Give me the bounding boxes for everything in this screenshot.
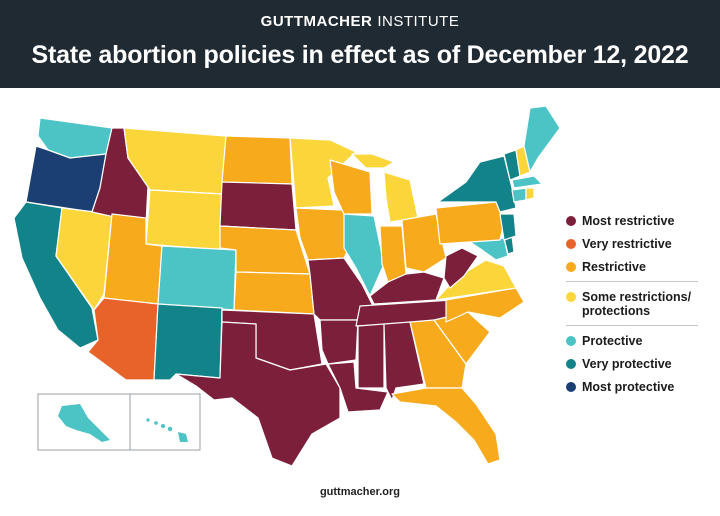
legend-swatch — [566, 292, 576, 302]
state-new-jersey — [499, 213, 517, 241]
state-arkansas — [319, 319, 359, 365]
legend-divider — [566, 325, 698, 326]
state-alaska — [58, 404, 110, 442]
state-louisiana — [327, 361, 389, 413]
us-map — [0, 88, 720, 516]
legend-item-some-restrictions: Some restrictions/ protections — [566, 290, 716, 318]
hawaii-inset-box — [129, 393, 201, 451]
legend-item-protective: Protective — [566, 334, 716, 348]
brand-name-rest: INSTITUTE — [377, 13, 460, 30]
state-west-virginia — [443, 247, 479, 289]
state-new-york — [437, 155, 517, 213]
state-kansas — [233, 271, 315, 315]
header-banner: GUTTMACHER INSTITUTE State abortion polic… — [0, 0, 720, 88]
legend-item-restrictive: Restrictive — [566, 260, 716, 274]
state-arizona — [87, 297, 159, 381]
legend-divider — [566, 281, 698, 282]
state-wyoming — [145, 189, 223, 251]
state-texas — [175, 321, 341, 467]
legend-label: Very restrictive — [582, 237, 672, 251]
legend-label: Restrictive — [582, 260, 646, 274]
brand-name-bold: GUTTMACHER — [260, 13, 373, 30]
state-indiana — [379, 225, 407, 283]
state-south-dakota — [219, 181, 297, 231]
legend-item-very-restrictive: Very restrictive — [566, 237, 716, 251]
legend-label: Protective — [582, 334, 643, 348]
state-michigan-upper — [351, 153, 395, 169]
state-florida — [391, 387, 501, 465]
legend-label: Most restrictive — [582, 214, 675, 228]
state-north-dakota — [221, 135, 293, 185]
legend-swatch — [566, 216, 576, 226]
legend-swatch — [566, 382, 576, 392]
legend-swatch — [566, 239, 576, 249]
legend-item-very-protective: Very protective — [566, 357, 716, 371]
legend-swatch — [566, 336, 576, 346]
legend: Most restrictive Very restrictive Restri… — [566, 214, 716, 403]
state-wisconsin — [329, 159, 373, 215]
state-maine — [523, 105, 561, 173]
state-kentucky — [369, 271, 445, 305]
legend-label: Very protective — [582, 357, 672, 371]
brand-logo: GUTTMACHER INSTITUTE — [0, 13, 720, 30]
legend-item-most-restrictive: Most restrictive — [566, 214, 716, 228]
state-new-mexico — [153, 303, 223, 381]
legend-item-most-protective: Most protective — [566, 380, 716, 394]
state-colorado — [157, 245, 237, 311]
state-michigan — [383, 171, 419, 223]
state-georgia — [409, 319, 467, 389]
legend-label: Some restrictions/ protections — [582, 290, 692, 318]
state-ohio — [401, 213, 447, 273]
page-title: State abortion policies in effect as of … — [31, 41, 689, 69]
state-massachusetts — [511, 175, 543, 189]
legend-swatch — [566, 359, 576, 369]
legend-swatch — [566, 262, 576, 272]
footer-url: guttmacher.org — [319, 486, 401, 498]
state-mississippi — [357, 323, 385, 389]
state-rhode-island — [525, 187, 535, 201]
legend-label: Most protective — [582, 380, 675, 394]
state-pennsylvania — [435, 201, 505, 245]
state-hawaii — [146, 418, 188, 442]
state-connecticut — [511, 187, 527, 203]
